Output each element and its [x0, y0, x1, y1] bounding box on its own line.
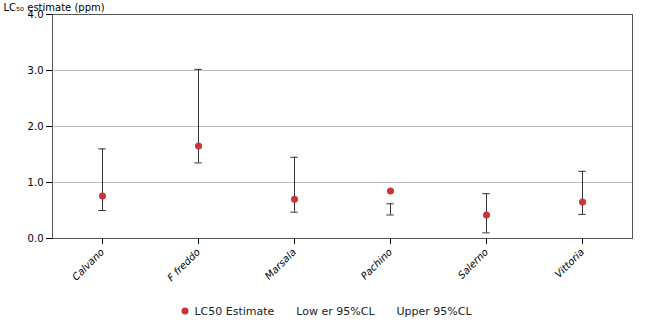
- svg-text:1.0: 1.0: [28, 177, 44, 188]
- svg-text:Calvano: Calvano: [70, 246, 106, 282]
- svg-text:4.0: 4.0: [27, 8, 44, 20]
- svg-text:Vittoria: Vittoria: [553, 246, 587, 280]
- html-text:Upper 95%CL: Upper 95%CL: [396, 304, 472, 318]
- svg-text:F freddo: F freddo: [165, 246, 202, 283]
- html-text:Low er 95%CL: Low er 95%CL: [296, 304, 375, 318]
- svg-text:Marsala: Marsala: [263, 246, 298, 281]
- svg-text:0.0: 0.0: [28, 233, 44, 244]
- html-text:LC50 Estimate: LC50 Estimate: [194, 304, 275, 318]
- svg-text:2.0: 2.0: [28, 121, 44, 132]
- svg-text:LC₅₀ estimate (ppm): LC₅₀ estimate (ppm): [4, 2, 105, 13]
- svg-text:3.0: 3.0: [28, 65, 44, 76]
- svg-text:Salerno: Salerno: [456, 246, 491, 281]
- svg-text:Pachino: Pachino: [359, 246, 395, 282]
